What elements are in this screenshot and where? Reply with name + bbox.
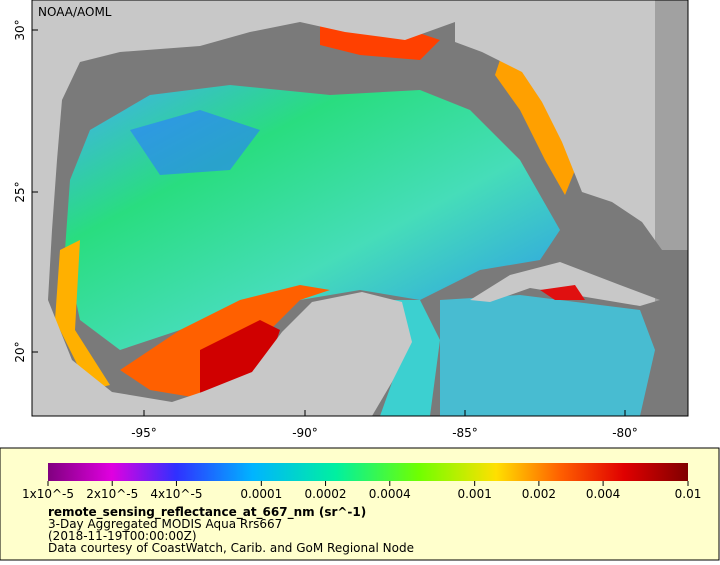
lat-label: 30°	[13, 19, 27, 40]
legend-line: 3-Day Aggregated MODIS Aqua Rrs667	[48, 517, 282, 531]
legend-title: remote_sensing_reflectance_at_667_nm (sr…	[48, 505, 366, 520]
lon-label: -95°	[131, 426, 157, 440]
credit: NOAA/AOML	[38, 5, 112, 19]
reflectance-field	[495, 60, 575, 195]
reflectance-field	[440, 295, 655, 416]
reflectance-field	[55, 240, 110, 390]
land	[32, 0, 455, 416]
reflectance-field	[130, 110, 260, 175]
colorbar-label: 0.0001	[240, 487, 282, 501]
lat-label: 25°	[13, 181, 27, 202]
lon-label: -90°	[292, 426, 318, 440]
lon-label: -80°	[612, 426, 638, 440]
legend-line: (2018-11-19T00:00:00Z)	[48, 529, 197, 543]
map: NOAA/AOML	[31, 0, 689, 417]
land	[470, 262, 660, 306]
land	[455, 0, 688, 250]
lon-label: -85°	[452, 426, 478, 440]
lat-label: 20°	[13, 341, 27, 362]
reflectance-field	[540, 285, 585, 300]
colorbar-label: 0.001	[457, 487, 491, 501]
colorbar-label: 0.0002	[305, 487, 347, 501]
map-frame	[31, 0, 689, 417]
colorbar-label: 1x10^-5	[22, 487, 74, 501]
colorbar	[48, 463, 688, 481]
colorbar-label: 0.002	[522, 487, 556, 501]
colorbar-label: 0.0004	[369, 487, 411, 501]
legend-line: Data courtesy of CoastWatch, Carib. and …	[48, 541, 414, 555]
no-data-strip	[655, 0, 688, 416]
colorbar-label: 0.01	[675, 487, 702, 501]
colorbar-label: 2x10^-5	[86, 487, 138, 501]
colorbar-label: 0.004	[586, 487, 620, 501]
colorbar-label: 4x10^-5	[150, 487, 202, 501]
